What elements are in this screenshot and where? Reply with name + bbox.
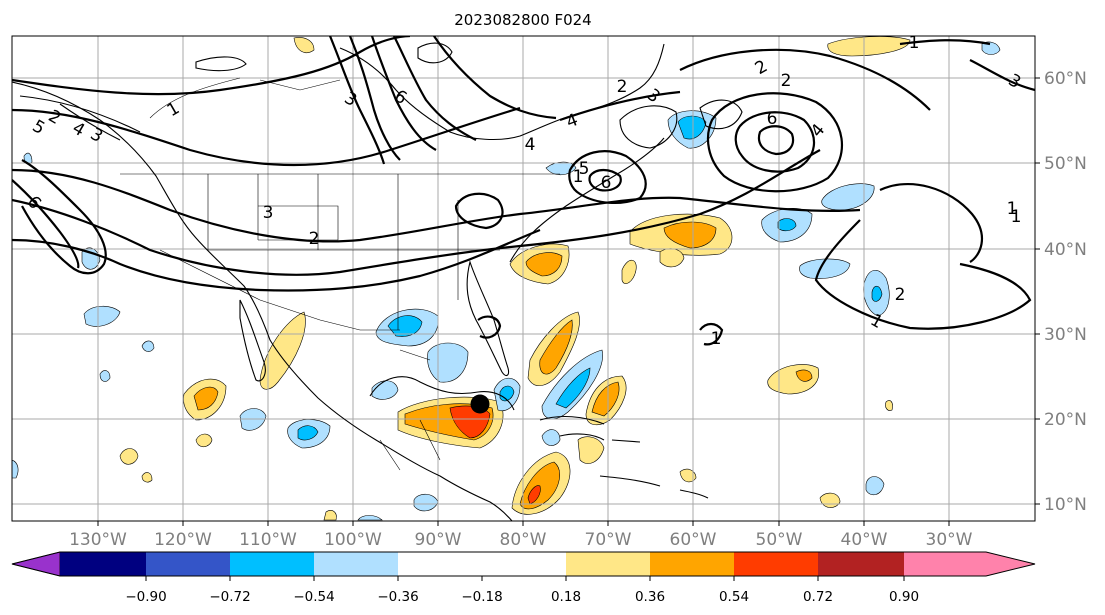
negative-anomaly-region [83,305,121,327]
lat-label: 60°N [1044,69,1087,89]
negative-anomaly-region [357,515,383,521]
lon-label: 70°W [585,530,632,550]
positive-anomaly-region [323,510,337,521]
positive-anomaly-region [679,468,697,483]
positive-anomaly-region [119,448,139,465]
contour-label: 1 [573,167,584,187]
contour-label: 2 [781,71,792,91]
storm-center-marker [470,394,490,414]
colorbar-segment [734,552,818,576]
colorbar-ticks [145,576,905,581]
negative-anomaly-region [777,218,797,232]
longitude-labels: 130°W 120°W 110°W 100°W 90°W 80°W 70°W 6… [69,530,973,550]
positive-anomaly-region [259,311,306,390]
colorbar-tick-label: −0.18 [461,589,502,605]
negative-anomaly-region [555,367,591,409]
lon-label: 80°W [500,530,547,550]
contour-label: 2 [309,229,320,249]
lon-label: 90°W [415,530,462,550]
colorbar-tick-label: 0.54 [719,589,749,605]
lon-label: 120°W [154,530,212,550]
lat-label: 20°N [1044,410,1087,430]
colorbar-segment [566,552,650,576]
positive-anomaly-region [591,381,620,417]
positive-anomaly-region [663,221,717,249]
latitude-labels: 60°N 50°N 40°N 30°N 20°N 10°N [1044,69,1087,515]
negative-anomaly-region [981,41,1001,55]
negative-anomaly-region [821,183,875,211]
lon-label: 130°W [69,530,127,550]
positive-anomaly-region [577,436,605,464]
positive-anomaly-region [795,369,813,382]
colorbar-tick-label: 0.90 [889,589,919,605]
colorbar-segment [146,552,230,576]
colorbar-segment [314,552,398,576]
negative-anomaly-region [677,115,707,140]
positive-anomaly-region [195,433,213,448]
colorbar-extend-max [904,552,1035,576]
colorbar-tick-label: 0.18 [551,589,581,605]
lon-label: 30°W [926,530,973,550]
map-panel: 1 2 3 4 5 6 6 3 4 2 3 2 6 1 2 4 1 6 5 4 … [12,33,1035,521]
contour-label: 1 [711,329,722,349]
negative-anomaly-region [297,425,319,441]
negative-anomaly-region [799,258,851,279]
lon-label: 50°W [756,530,803,550]
positive-anomaly-region [885,400,893,411]
positive-anomaly-region [525,252,563,277]
lat-label: 30°N [1044,325,1087,345]
positive-anomaly-region [621,259,637,284]
political-borders [120,77,560,471]
lat-label: 40°N [1044,240,1087,260]
colorbar-tick-label: −0.90 [125,589,166,605]
negative-anomaly-region [99,370,111,382]
lon-label: 40°W [841,530,888,550]
contour-label: 4 [525,135,536,155]
height-contours [12,36,1035,346]
contour-label: 3 [263,203,274,223]
colorbar-tick-label: −0.72 [209,589,250,605]
colorbar-tick-label: −0.54 [293,589,334,605]
contour-label: 6 [601,173,612,193]
colorbar-labels: −0.90 −0.72 −0.54 −0.36 −0.18 0.18 0.36 … [125,589,919,605]
contour-label: 2 [895,285,906,305]
lat-label: 10°N [1044,495,1087,515]
positive-anomaly-region [141,472,153,483]
colorbar-segment [60,552,146,576]
lon-label: 60°W [670,530,717,550]
colorbar-tick-label: 0.72 [803,589,833,605]
colorbar [11,551,1036,577]
colorbar-segment [650,552,734,576]
positive-anomaly-region [293,37,315,53]
graticule [12,36,1035,521]
colorbar-segment [818,552,904,576]
contour-label: 1 [1011,207,1022,227]
colorbar-segment [230,552,314,576]
colorbar-tick-label: −0.36 [377,589,418,605]
contour-label: 6 [767,109,778,129]
negative-anomaly-region [541,429,561,446]
map-title: 2023082800 F024 [454,11,591,29]
positive-anomaly-region [527,485,541,505]
lon-label: 100°W [324,530,382,550]
negative-anomaly-region [12,459,19,479]
contour-label: 1 [909,33,920,53]
contour-label: 2 [617,77,628,97]
lat-label: 50°N [1044,154,1087,174]
negative-anomaly-region [865,476,885,496]
anomaly-fills [12,36,1001,521]
colorbar-segment [398,552,566,576]
colorbar-tick-label: 0.36 [635,589,665,605]
positive-anomaly-region [193,386,219,411]
axis-ticks [97,77,1040,526]
negative-anomaly-region [141,340,155,352]
negative-anomaly-region [871,285,883,302]
contour-label: 1 [1007,199,1018,219]
lon-label: 110°W [239,530,297,550]
colorbar-extend-min [11,551,61,577]
contour-label: 5 [579,159,590,179]
